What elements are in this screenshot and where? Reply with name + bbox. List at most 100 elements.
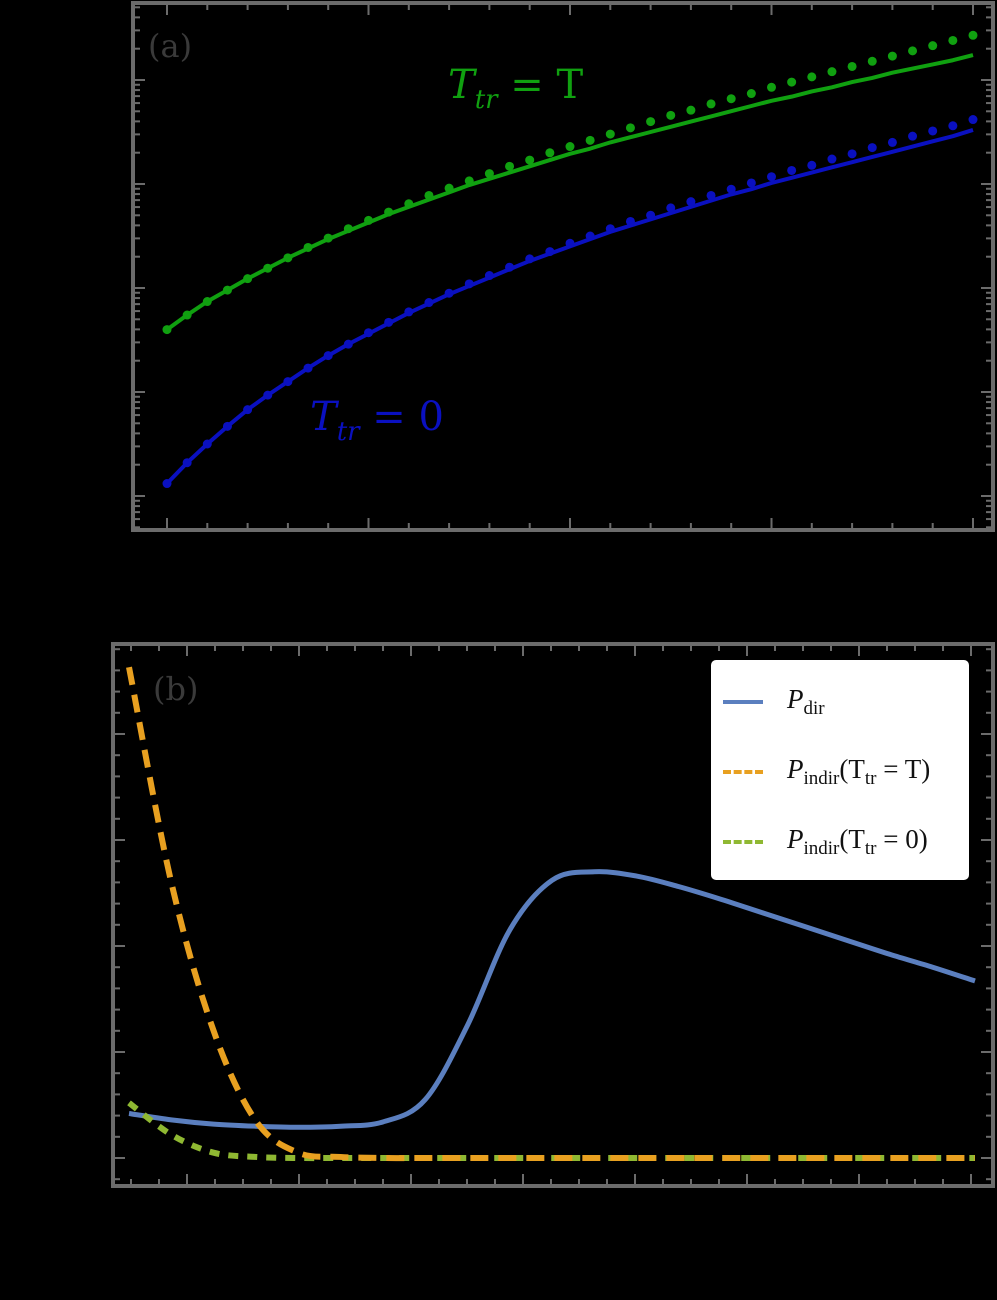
data-point	[646, 210, 656, 220]
panel-a-curves	[162, 30, 978, 489]
data-point	[646, 117, 656, 127]
data-point	[948, 121, 958, 131]
data-point	[484, 169, 494, 179]
data-point	[182, 458, 192, 468]
data-point	[444, 288, 454, 298]
data-point	[202, 297, 212, 307]
legend: Pdir Pindir(Ttr = T) Pindir(Ttr = 0)	[711, 660, 969, 880]
data-point	[323, 233, 333, 243]
data-point	[222, 285, 232, 295]
data-point	[283, 253, 293, 263]
data-point	[222, 421, 232, 431]
data-point	[666, 203, 676, 213]
data-point	[464, 176, 474, 186]
data-point	[847, 61, 857, 71]
data-point	[484, 271, 494, 281]
data-point	[545, 247, 555, 257]
data-point	[767, 82, 776, 92]
annotation-ttr-T: Ttr = T	[448, 62, 584, 115]
annotation-ttr-0: Ttr = 0	[310, 394, 444, 447]
data-point	[343, 224, 353, 234]
data-point	[505, 262, 515, 272]
data-point	[605, 129, 615, 139]
data-point	[585, 231, 595, 241]
data-point	[887, 137, 897, 147]
data-point	[444, 183, 454, 193]
data-point	[162, 325, 172, 335]
data-point	[162, 479, 172, 489]
panel-a-ticks	[135, 5, 991, 529]
data-point	[827, 67, 837, 77]
legend-swatch-dashed	[723, 770, 763, 774]
curve-line	[165, 53, 974, 332]
data-point	[464, 279, 474, 289]
data-point	[605, 224, 615, 234]
data-point	[686, 197, 696, 207]
data-point	[706, 99, 716, 109]
curve-line	[165, 128, 974, 485]
data-point	[384, 207, 394, 217]
data-point	[283, 377, 293, 387]
panel-a: (a) Ttr = T Ttr = 0	[131, 1, 995, 532]
data-point	[525, 254, 535, 264]
data-point	[202, 439, 212, 449]
data-point	[384, 317, 394, 327]
data-point	[404, 307, 414, 317]
panel-b-curves	[126, 666, 976, 1162]
data-point	[243, 405, 253, 415]
data-point	[323, 351, 333, 361]
data-point	[364, 215, 373, 225]
legend-label-p-indir-T: Pindir(Ttr = T)	[787, 754, 931, 789]
data-point	[686, 105, 696, 115]
legend-label-p-indir-0: Pindir(Ttr = 0)	[787, 824, 928, 859]
data-point	[928, 41, 938, 51]
panel-a-frame	[131, 1, 995, 532]
data-point	[867, 56, 877, 66]
data-point	[625, 216, 635, 226]
data-point	[303, 363, 313, 373]
legend-swatch-dotted	[723, 840, 763, 844]
data-point	[968, 115, 978, 125]
data-point	[343, 339, 353, 349]
data-point	[585, 135, 595, 145]
data-point	[787, 77, 797, 87]
data-point	[746, 89, 756, 99]
panel-b: (b)	[111, 642, 995, 1188]
data-point	[827, 154, 837, 164]
data-point	[908, 46, 918, 56]
curve-dashed	[126, 666, 975, 1162]
curve-solid	[128, 869, 976, 1130]
data-point	[908, 131, 918, 141]
data-point	[787, 165, 797, 175]
data-point	[726, 184, 736, 194]
data-point	[364, 328, 373, 338]
panel-b-label: (b)	[153, 670, 198, 708]
data-point	[263, 390, 273, 400]
data-point	[243, 274, 253, 284]
data-point	[746, 178, 756, 188]
data-point	[928, 126, 938, 136]
data-point	[625, 123, 635, 133]
data-point	[404, 199, 414, 209]
data-point	[807, 72, 817, 82]
data-point	[807, 160, 817, 170]
data-point	[726, 94, 736, 104]
panel-b-ticks	[115, 646, 991, 1184]
data-point	[948, 35, 958, 45]
data-point	[887, 51, 897, 61]
data-point	[545, 148, 555, 158]
data-point	[706, 190, 716, 200]
data-point	[182, 310, 192, 320]
data-point	[505, 161, 515, 171]
data-point	[666, 110, 676, 120]
legend-item-p-indir-0: Pindir(Ttr = 0)	[723, 822, 928, 862]
legend-swatch-solid	[723, 700, 763, 704]
data-point	[303, 242, 313, 252]
data-point	[525, 155, 535, 165]
legend-item-p-indir-T: Pindir(Ttr = T)	[723, 752, 930, 792]
panel-b-frame	[111, 642, 995, 1188]
legend-label-p-dir: Pdir	[787, 684, 825, 719]
legend-item-p-dir: Pdir	[723, 682, 825, 722]
data-point	[867, 143, 877, 153]
